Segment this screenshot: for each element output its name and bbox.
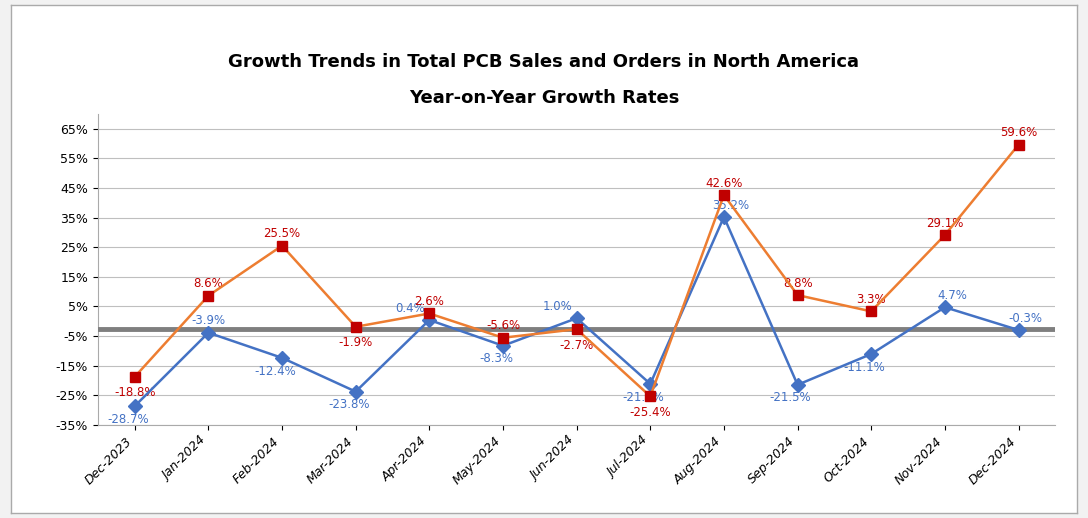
Bookings xyxy=(496,335,509,341)
Bookings xyxy=(349,324,362,330)
Line: Bookings: Bookings xyxy=(129,140,1024,401)
Shipments xyxy=(791,382,804,388)
Text: 25.5%: 25.5% xyxy=(263,227,300,240)
Bookings xyxy=(644,393,657,399)
Text: -5.6%: -5.6% xyxy=(486,320,520,333)
Text: 35.2%: 35.2% xyxy=(713,198,750,212)
Text: 8.8%: 8.8% xyxy=(782,277,813,290)
Shipments xyxy=(1012,327,1025,333)
Text: -12.4%: -12.4% xyxy=(255,365,296,378)
Bookings xyxy=(128,373,141,380)
Bookings xyxy=(275,242,288,249)
Text: 1.0%: 1.0% xyxy=(542,300,572,313)
Bookings xyxy=(717,192,730,198)
Shipments xyxy=(496,342,509,349)
Bookings xyxy=(423,310,436,316)
Text: -28.7%: -28.7% xyxy=(107,413,149,426)
Line: Shipments: Shipments xyxy=(129,212,1024,411)
Text: -21.5%: -21.5% xyxy=(770,392,812,405)
Shipments xyxy=(423,317,436,323)
Shipments xyxy=(202,329,215,336)
Bookings xyxy=(938,232,951,238)
Text: 2.6%: 2.6% xyxy=(415,295,444,308)
Text: -21.2%: -21.2% xyxy=(622,391,664,404)
Text: 4.7%: 4.7% xyxy=(937,289,967,302)
Shipments xyxy=(570,315,583,321)
Shipments xyxy=(717,214,730,220)
Text: -23.8%: -23.8% xyxy=(327,398,370,411)
Text: 0.4%: 0.4% xyxy=(395,301,424,314)
Shipments xyxy=(865,351,878,357)
Text: -8.3%: -8.3% xyxy=(479,352,514,365)
Text: Year-on-Year Growth Rates: Year-on-Year Growth Rates xyxy=(409,90,679,107)
Text: -25.4%: -25.4% xyxy=(630,406,671,419)
Text: 8.6%: 8.6% xyxy=(194,277,223,291)
Text: 3.3%: 3.3% xyxy=(856,293,886,306)
Shipments xyxy=(349,388,362,395)
Text: -18.8%: -18.8% xyxy=(114,386,156,399)
Shipments xyxy=(644,381,657,387)
Bookings xyxy=(791,292,804,298)
Bookings xyxy=(865,308,878,314)
Text: -11.1%: -11.1% xyxy=(843,361,886,373)
Text: -2.7%: -2.7% xyxy=(559,339,594,352)
Text: 42.6%: 42.6% xyxy=(705,177,743,190)
Text: Growth Trends in Total PCB Sales and Orders in North America: Growth Trends in Total PCB Sales and Ord… xyxy=(228,53,860,71)
Text: -0.3%: -0.3% xyxy=(1009,312,1042,325)
Text: -3.9%: -3.9% xyxy=(191,314,225,327)
Shipments xyxy=(275,355,288,361)
Bookings xyxy=(1012,141,1025,148)
Text: 29.1%: 29.1% xyxy=(926,217,964,229)
Text: -1.9%: -1.9% xyxy=(338,336,373,349)
Shipments xyxy=(938,304,951,310)
Bookings xyxy=(570,326,583,332)
Text: 59.6%: 59.6% xyxy=(1000,126,1037,139)
Shipments xyxy=(128,403,141,409)
Bookings xyxy=(202,293,215,299)
